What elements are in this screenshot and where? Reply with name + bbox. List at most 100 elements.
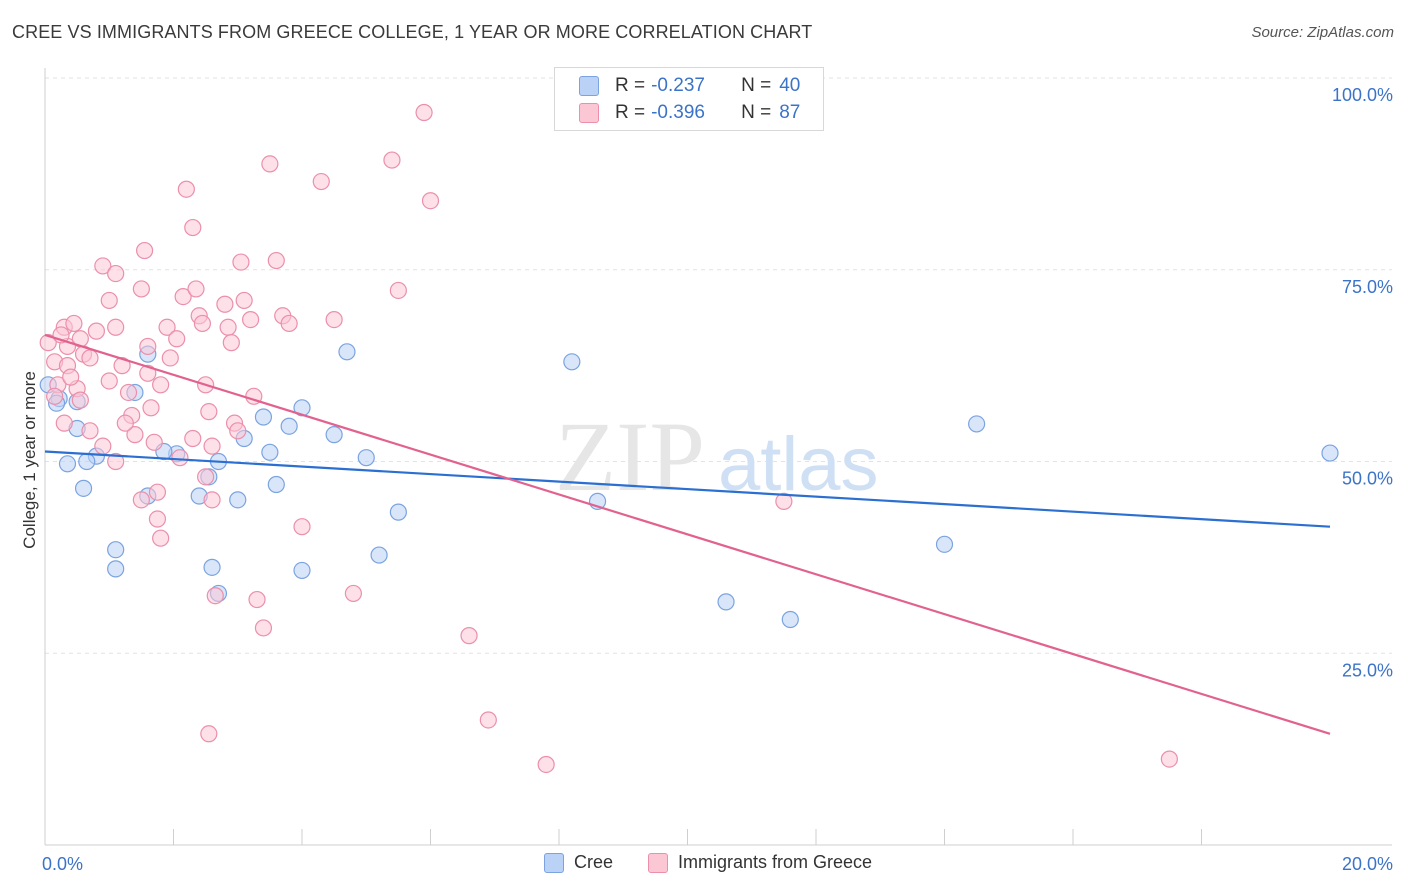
greece-point [280,314,298,333]
greece-point [135,241,154,260]
source-label: Source: ZipAtlas.com [1251,24,1394,41]
greece-point [132,280,150,298]
greece-point [46,387,64,405]
greece-point [229,422,247,440]
tick-labels: 100.0% 75.0% 50.0% 25.0% 0.0% 20.0% [42,85,1393,874]
greece-point [235,291,253,310]
greece-point [107,264,125,283]
greece-point [389,281,407,300]
greece-point [261,155,279,173]
greece-point [203,491,221,509]
bottom-legend-cree[interactable]: Cree [544,852,613,873]
greece-point [107,318,125,336]
greece-point [177,180,195,198]
greece-point [344,584,362,603]
n-label: N = [741,75,772,96]
greece-point [248,590,266,609]
greece-point [126,426,144,444]
greece-point [222,334,240,352]
cree-legend-swatch [544,852,564,873]
n-label: N = [741,102,772,123]
watermark-zip: ZIP [555,401,705,512]
cree-swatch [579,76,599,96]
greece-point [197,468,215,486]
cree-point [325,426,343,444]
greece-point [81,349,99,367]
data-points [39,103,1339,774]
correlation-legend: R = -0.237 N = 40 R = -0.396 N = 87 [554,67,824,131]
greece-legend-label: Immigrants from Greece [678,852,873,872]
cree-point [935,535,954,553]
greece-n-value: 87 [779,102,801,123]
greece-point [242,311,260,329]
greece-point [479,711,497,729]
greece-point [174,287,192,306]
cree-point [267,475,285,494]
bottom-legend-greece[interactable]: Immigrants from Greece [648,852,872,873]
cree-point [357,449,375,467]
legend-row-cree: R = -0.237 N = 40 [579,74,800,98]
greece-point [55,414,73,432]
cree-point [203,558,221,576]
grid-lines [45,77,1392,654]
cree-point [58,455,77,473]
cree-point [370,546,388,564]
greece-point [415,103,433,122]
greece-point [168,330,186,348]
cree-point [781,610,799,629]
greece-point [132,491,150,509]
greece-point [193,314,212,333]
greece-point [107,452,125,471]
cree-point [78,452,96,471]
greece-point [139,364,157,382]
greece-point [1160,750,1178,768]
greece-point [254,619,273,637]
cree-r-value: -0.237 [651,75,705,96]
greece-point [232,253,250,271]
greece-point [71,391,89,409]
cree-point [293,561,311,580]
greece-point [148,510,167,528]
watermark: ZIP atlas [555,401,879,512]
y-tick-label: 50.0% [1342,469,1393,489]
cree-point [717,593,735,611]
greece-r-value: -0.396 [651,102,705,123]
greece-trend-line [44,333,1331,735]
greece-swatch [579,103,599,123]
cree-point [261,443,279,461]
watermark-atlas: atlas [718,422,879,507]
legend-row-greece: R = -0.396 N = 87 [579,101,800,125]
greece-point [100,291,118,310]
cree-n-value: 40 [779,75,801,96]
greece-point [100,372,118,390]
greece-point [200,725,218,743]
greece-point [267,251,285,270]
greece-point [216,295,234,313]
greece-point [537,755,555,774]
r-label: R = [615,75,646,96]
greece-point [142,399,160,417]
greece-point [139,337,157,356]
greece-point [94,437,112,455]
greece-point [119,383,138,402]
greece-point [312,172,330,191]
cree-legend-label: Cree [574,852,614,872]
cree-point [107,560,125,578]
cree-point [968,415,986,433]
greece-point [219,318,237,336]
y-tick-label: 100.0% [1332,85,1393,105]
greece-point [113,357,131,375]
y-tick-label: 25.0% [1342,660,1393,680]
greece-point [116,414,134,432]
greece-point [161,349,179,367]
cree-trend-line [44,450,1331,528]
x-tick-label: 20.0% [1342,854,1393,874]
greece-point [206,587,224,605]
greece-point [81,422,99,440]
greece-point [184,429,202,448]
greece-point [421,192,440,210]
greece-point [62,368,80,386]
greece-point [200,403,218,421]
greece-point [171,449,189,467]
cree-point [254,408,273,426]
